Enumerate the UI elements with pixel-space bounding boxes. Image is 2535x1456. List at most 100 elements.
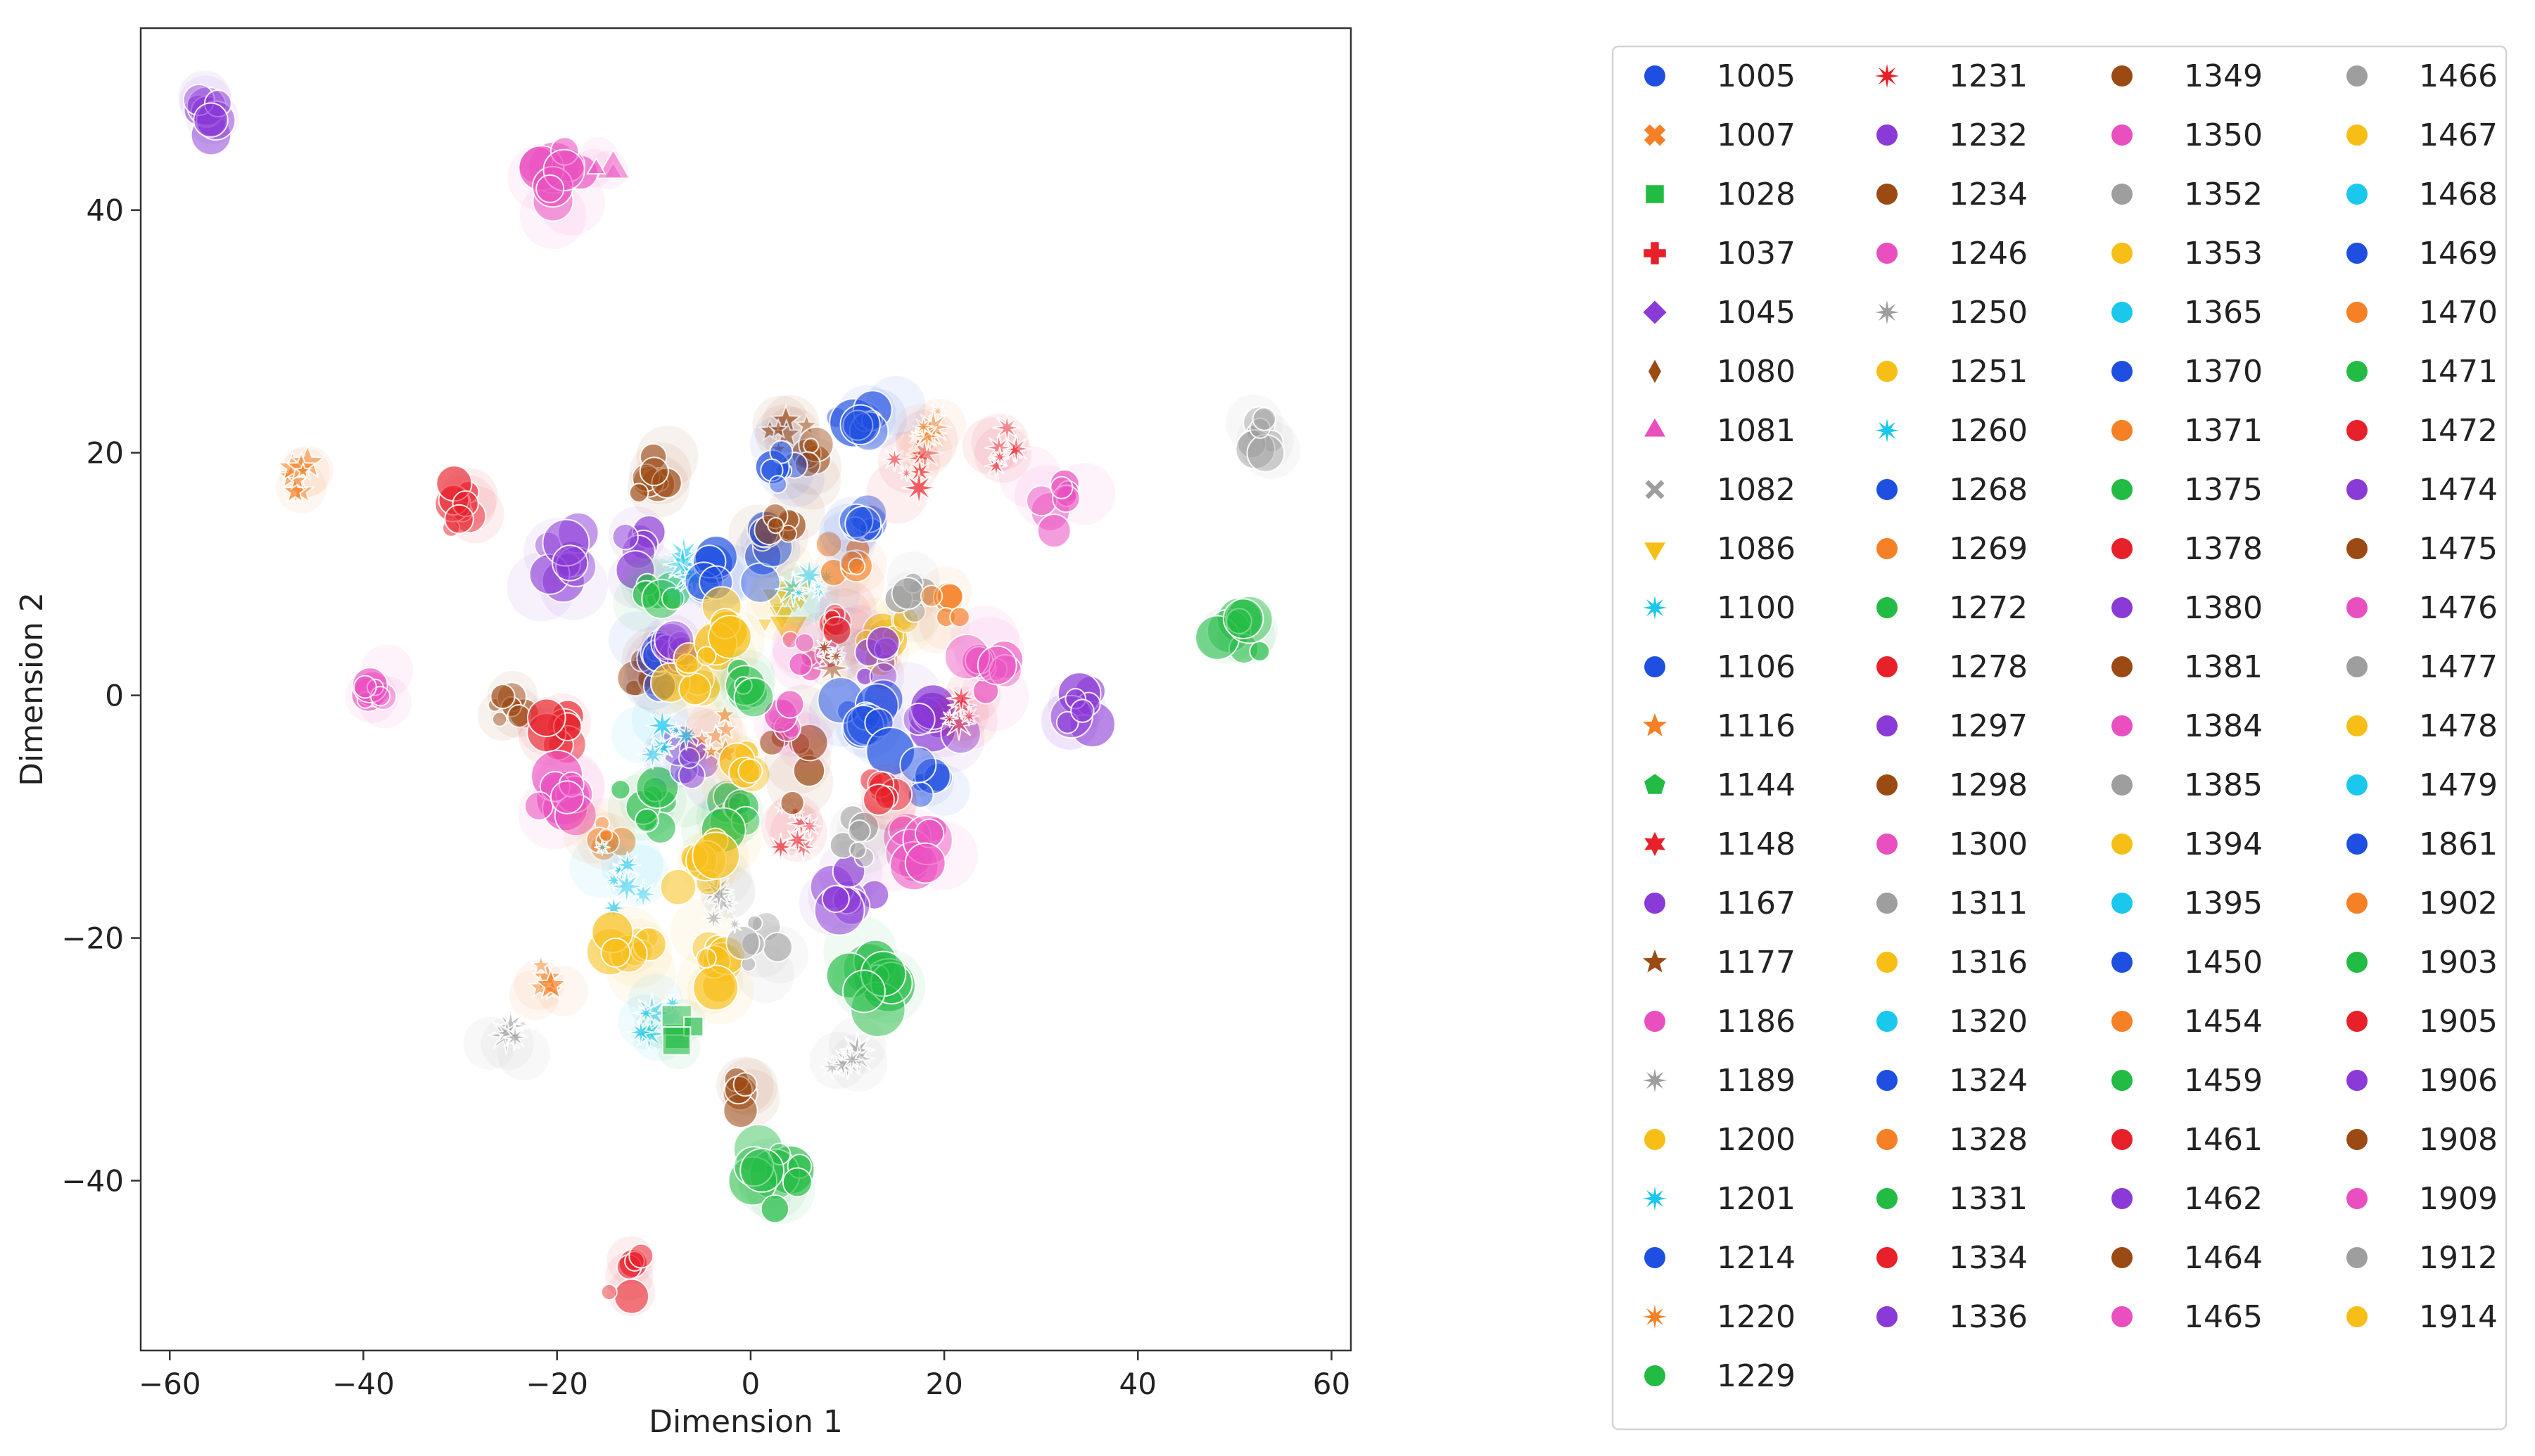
data-point	[844, 505, 882, 543]
legend-entry-1177: 1177	[1642, 945, 1796, 981]
data-point	[901, 470, 937, 506]
legend-label: 1478	[2419, 708, 2498, 744]
legend-label: 1116	[1717, 708, 1796, 744]
cluster-72	[825, 376, 926, 452]
legend-label: 1186	[1717, 1004, 1796, 1040]
cluster-78	[1225, 394, 1301, 479]
cluster-64	[944, 605, 1029, 732]
legend-label: 1214	[1717, 1240, 1796, 1276]
legend-marker-1469	[2346, 243, 2368, 264]
legend-entry-1479: 1479	[2346, 767, 2498, 803]
legend-entry-1100: 1100	[1642, 590, 1796, 626]
data-point	[293, 461, 313, 480]
cluster-76	[627, 426, 699, 518]
data-point	[803, 438, 820, 454]
cluster-32	[607, 760, 718, 844]
legend-label: 1201	[1717, 1181, 1796, 1217]
data-point	[628, 483, 649, 503]
legend-entry-1334: 1334	[1876, 1240, 2028, 1276]
legend-entry-1471: 1471	[2346, 354, 2498, 390]
legend-entry-1467: 1467	[2346, 117, 2498, 153]
legend-marker-1462	[2111, 1188, 2133, 1209]
data-point	[826, 646, 846, 666]
data-point	[444, 504, 474, 535]
legend-label: 1272	[1949, 590, 2028, 626]
legend-entry-1082: 1082	[1645, 472, 1796, 508]
data-point	[1252, 407, 1276, 431]
legend-label: 1902	[2419, 886, 2498, 921]
legend-marker-1177	[1642, 950, 1667, 973]
cluster-60	[910, 566, 972, 653]
y-tick-label: 20	[87, 436, 124, 471]
cluster-10	[518, 749, 606, 850]
legend-label: 1082	[1717, 472, 1796, 508]
data-point	[695, 947, 717, 969]
legend-marker-1324	[1876, 1070, 1898, 1091]
legend-marker-1454	[2111, 1011, 2133, 1032]
data-point	[1052, 484, 1081, 513]
data-point	[353, 675, 377, 699]
data-point	[599, 828, 614, 843]
data-point	[193, 102, 229, 138]
legend-marker-1394	[2111, 834, 2133, 855]
legend-entry-1144: 1144	[1644, 767, 1796, 803]
legend-label: 1370	[2184, 354, 2263, 390]
legend-marker-1167	[1644, 893, 1665, 914]
legend-entry-1272: 1272	[1876, 590, 2028, 626]
data-point	[549, 780, 585, 815]
legend-entry-1316: 1316	[1876, 945, 2028, 981]
data-point	[733, 677, 775, 718]
legend-label: 1232	[1949, 117, 2028, 153]
cluster-5	[345, 644, 414, 729]
cluster-38	[754, 689, 834, 771]
legend-marker-1471	[2346, 361, 2368, 382]
data-point	[502, 1024, 528, 1050]
legend-entry-1466: 1466	[2346, 58, 2498, 94]
legend-marker-1371	[2111, 420, 2133, 441]
cluster-58	[830, 605, 905, 705]
legend-entry-1298: 1298	[1876, 767, 2028, 803]
legend-label: 1381	[2184, 649, 2263, 685]
legend-entry-1380: 1380	[2111, 590, 2263, 626]
legend-label: 1472	[2419, 413, 2498, 449]
legend-entry-1914: 1914	[2346, 1299, 2498, 1335]
legend-entry-1861: 1861	[2346, 826, 2498, 862]
y-tick-label: −40	[61, 1164, 124, 1199]
legend-label: 1353	[2184, 236, 2263, 272]
legend-marker-1902	[2346, 893, 2368, 914]
legend-label: 1300	[1949, 826, 2028, 862]
legend-entry-1080: 1080	[1648, 354, 1796, 390]
data-point	[628, 1243, 654, 1269]
legend-label: 1459	[2184, 1063, 2263, 1099]
data-point	[775, 689, 805, 719]
legend: 1005 1007 1028 1037 1045 1080 1081 1082 1086 1100…	[1611, 45, 2508, 1431]
legend-label: 1229	[1717, 1358, 1796, 1394]
legend-marker-1186	[1644, 1011, 1665, 1032]
legend-marker-1365	[2111, 302, 2133, 323]
legend-entry-1268: 1268	[1876, 472, 2028, 508]
cluster-50	[728, 483, 825, 566]
legend-marker-1479	[2346, 774, 2368, 796]
legend-marker-1475	[2346, 538, 2368, 559]
legend-entry-1232: 1232	[1876, 117, 2028, 153]
data-point	[790, 723, 829, 762]
legend-label: 1352	[2184, 177, 2263, 212]
legend-marker-1148	[1644, 831, 1665, 857]
data-point	[815, 530, 843, 558]
legend-marker-1005	[1644, 65, 1665, 87]
legend-label: 1468	[2419, 177, 2498, 212]
cluster-24	[809, 1016, 888, 1092]
legend-entry-1385: 1385	[2111, 767, 2263, 803]
legend-marker-1201	[1642, 1186, 1667, 1211]
legend-marker-1385	[2111, 774, 2133, 796]
legend-label: 1909	[2419, 1181, 2498, 1217]
cluster-22	[725, 912, 808, 1003]
cluster-67	[1040, 672, 1116, 750]
data-point	[639, 456, 669, 487]
legend-label: 1914	[2419, 1299, 2498, 1335]
legend-entry-1469: 1469	[2346, 236, 2498, 272]
legend-label: 1906	[2419, 1063, 2498, 1099]
cluster-1	[507, 136, 605, 250]
data-point	[600, 937, 631, 968]
data-point	[713, 702, 737, 726]
